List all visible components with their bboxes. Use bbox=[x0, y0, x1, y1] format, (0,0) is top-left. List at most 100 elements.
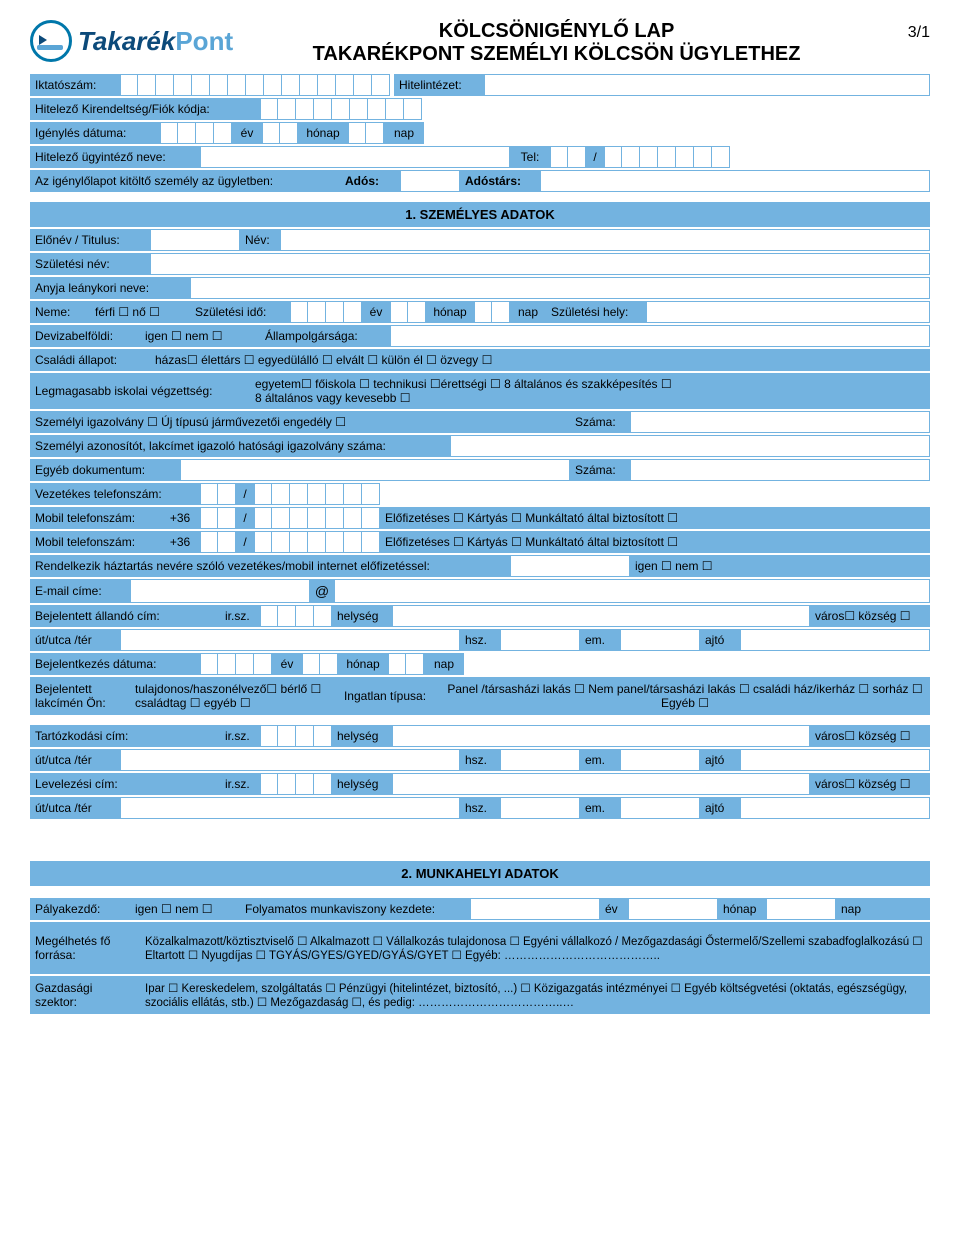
cells-tel1[interactable] bbox=[550, 146, 586, 168]
cells-bdnap[interactable] bbox=[388, 653, 424, 675]
lbl-helyseg3: helység bbox=[332, 773, 392, 795]
row-allando: Bejelentett állandó cím: ir.sz. helység … bbox=[30, 605, 930, 627]
lbl-szev: év bbox=[362, 301, 390, 323]
opt-varos1[interactable]: város☐ község ☐ bbox=[810, 605, 930, 627]
row-csaladi: Családi állapot: házas☐ élettárs ☐ egyed… bbox=[30, 349, 930, 371]
section2-head: 2. MUNKAHELYI ADATOK bbox=[30, 861, 930, 886]
opt-deviza[interactable]: igen ☐ nem ☐ bbox=[140, 325, 260, 347]
opt-varos2[interactable]: város☐ község ☐ bbox=[810, 725, 930, 747]
row-szektor: Gazdasági szektor: Ipar ☐ Kereskedelem, … bbox=[30, 976, 930, 1014]
field-helyseg1[interactable] bbox=[392, 605, 810, 627]
cells-m2a[interactable] bbox=[200, 531, 236, 553]
field-szulnev[interactable] bbox=[150, 253, 930, 275]
opt-szektor[interactable]: Ipar ☐ Kereskedelem, szolgáltatás ☐ Pénz… bbox=[140, 976, 930, 1014]
opt-ingatlan[interactable]: Panel /társasházi lakás ☐ Nem panel/társ… bbox=[440, 677, 930, 715]
field-szama2[interactable] bbox=[630, 459, 930, 481]
lbl-anyja: Anyja leánykori neve: bbox=[30, 277, 190, 299]
cells-nap[interactable] bbox=[348, 122, 384, 144]
row-neme: Neme: férfi ☐ nő ☐ Születési idő: év hón… bbox=[30, 301, 930, 323]
field-hitelintezet[interactable] bbox=[484, 74, 930, 96]
field-folytnap[interactable] bbox=[766, 898, 836, 920]
field-email1[interactable] bbox=[130, 579, 310, 603]
lbl-slash: / bbox=[586, 146, 604, 168]
opt-iskola[interactable]: egyetem☐ főiskola ☐ technikusi ☐érettség… bbox=[250, 373, 930, 409]
cells-vez1[interactable] bbox=[200, 483, 236, 505]
field-hsz1[interactable] bbox=[500, 629, 580, 651]
field-helyseg2[interactable] bbox=[392, 725, 810, 747]
field-ut2[interactable] bbox=[120, 749, 460, 771]
section1-head: 1. SZEMÉLYES ADATOK bbox=[30, 202, 930, 227]
lbl-email: E-mail címe: bbox=[30, 579, 130, 603]
page-number: 3/1 bbox=[880, 20, 930, 42]
cells-tel2[interactable] bbox=[604, 146, 730, 168]
lbl-iktato: Iktatószám: bbox=[30, 74, 120, 96]
opt-internet[interactable]: igen ☐ nem ☐ bbox=[630, 555, 930, 577]
field-ajto1[interactable] bbox=[740, 629, 930, 651]
field-lakcim[interactable] bbox=[450, 435, 930, 457]
opt-varos3[interactable]: város☐ község ☐ bbox=[810, 773, 930, 795]
opt-neme[interactable]: férfi ☐ nő ☐ bbox=[90, 301, 190, 323]
cells-iktato[interactable] bbox=[120, 74, 390, 96]
field-egyeb[interactable] bbox=[180, 459, 570, 481]
lbl-allam: Állampolgársága: bbox=[260, 325, 390, 347]
row-ut3: út/utca /tér hsz. em. ajtó bbox=[30, 797, 930, 819]
field-ugyintezo[interactable] bbox=[200, 146, 510, 168]
field-szama1[interactable] bbox=[630, 411, 930, 433]
row-megelhetes: Megélhetés fő forrása: Közalkalmazott/kö… bbox=[30, 922, 930, 974]
field-email2[interactable] bbox=[334, 579, 930, 603]
cells-ev[interactable] bbox=[160, 122, 232, 144]
field-elonev[interactable] bbox=[150, 229, 240, 251]
cells-sznap[interactable] bbox=[474, 301, 510, 323]
cells-fiok[interactable] bbox=[260, 98, 422, 120]
field-internet-gap bbox=[510, 555, 630, 577]
cells-honap[interactable] bbox=[262, 122, 298, 144]
field-em2[interactable] bbox=[620, 749, 700, 771]
cells-irsz2[interactable] bbox=[260, 725, 332, 747]
row-tartozk: Tartózkodási cím: ir.sz. helység város☐ … bbox=[30, 725, 930, 747]
lbl-ados: Adós: bbox=[340, 170, 400, 192]
field-allam[interactable] bbox=[390, 325, 930, 347]
cells-m1b[interactable] bbox=[254, 507, 380, 529]
field-em3[interactable] bbox=[620, 797, 700, 819]
lbl-kitolto: Az igénylőlapot kitöltő személy az ügyle… bbox=[30, 170, 340, 192]
field-ut1[interactable] bbox=[120, 629, 460, 651]
field-ajto2[interactable] bbox=[740, 749, 930, 771]
field-folytho[interactable] bbox=[628, 898, 718, 920]
cells-irsz3[interactable] bbox=[260, 773, 332, 795]
field-anyja[interactable] bbox=[190, 277, 930, 299]
field-ut3[interactable] bbox=[120, 797, 460, 819]
field-ajto3[interactable] bbox=[740, 797, 930, 819]
opt-szemig[interactable]: Személyi igazolvány ☐ Új típusú járművez… bbox=[30, 411, 570, 433]
opt-megelhetes[interactable]: Közalkalmazott/köztisztviselő ☐ Alkalmaz… bbox=[140, 922, 930, 974]
opt-csaladi[interactable]: házas☐ élettárs ☐ egyedülálló ☐ elvált ☐… bbox=[150, 349, 930, 371]
cells-szev[interactable] bbox=[290, 301, 362, 323]
field-hsz3[interactable] bbox=[500, 797, 580, 819]
opt-mobil2[interactable]: Előfizetéses ☐ Kártyás ☐ Munkáltató álta… bbox=[380, 531, 930, 553]
field-hsz2[interactable] bbox=[500, 749, 580, 771]
cells-vez2[interactable] bbox=[254, 483, 380, 505]
lbl-lakcim: Személyi azonosítót, lakcímet igazoló ha… bbox=[30, 435, 450, 457]
logo-word1: Takarék bbox=[78, 26, 175, 56]
opt-lakcimen[interactable]: tulajdonos/haszonélvező☐ bérlő ☐ családt… bbox=[130, 677, 330, 715]
lbl-szulnev: Születési név: bbox=[30, 253, 150, 275]
field-helyseg3[interactable] bbox=[392, 773, 810, 795]
field-szulhely[interactable] bbox=[646, 301, 930, 323]
cells-m2b[interactable] bbox=[254, 531, 380, 553]
field-nev[interactable] bbox=[280, 229, 930, 251]
field-em1[interactable] bbox=[620, 629, 700, 651]
doc-title2: TAKARÉKPONT SZEMÉLYI KÖLCSÖN ÜGYLETHEZ bbox=[233, 43, 880, 66]
field-ados[interactable] bbox=[400, 170, 460, 192]
cells-bdho[interactable] bbox=[302, 653, 338, 675]
lbl-mslash1: / bbox=[236, 507, 254, 529]
cells-szho[interactable] bbox=[390, 301, 426, 323]
lbl-palyakezdo: Pályakezdő: bbox=[30, 898, 130, 920]
field-folytev[interactable] bbox=[470, 898, 600, 920]
opt-palyakezdo[interactable]: igen ☐ nem ☐ bbox=[130, 898, 240, 920]
row-vezetekes: Vezetékes telefonszám: / bbox=[30, 483, 930, 505]
cells-irsz1[interactable] bbox=[260, 605, 332, 627]
cells-bdev[interactable] bbox=[200, 653, 272, 675]
page-header: TakarékPont KÖLCSÖNIGÉNYLŐ LAP TAKARÉKPO… bbox=[30, 20, 930, 66]
opt-mobil1[interactable]: Előfizetéses ☐ Kártyás ☐ Munkáltató álta… bbox=[380, 507, 930, 529]
field-adostars[interactable] bbox=[540, 170, 930, 192]
cells-m1a[interactable] bbox=[200, 507, 236, 529]
